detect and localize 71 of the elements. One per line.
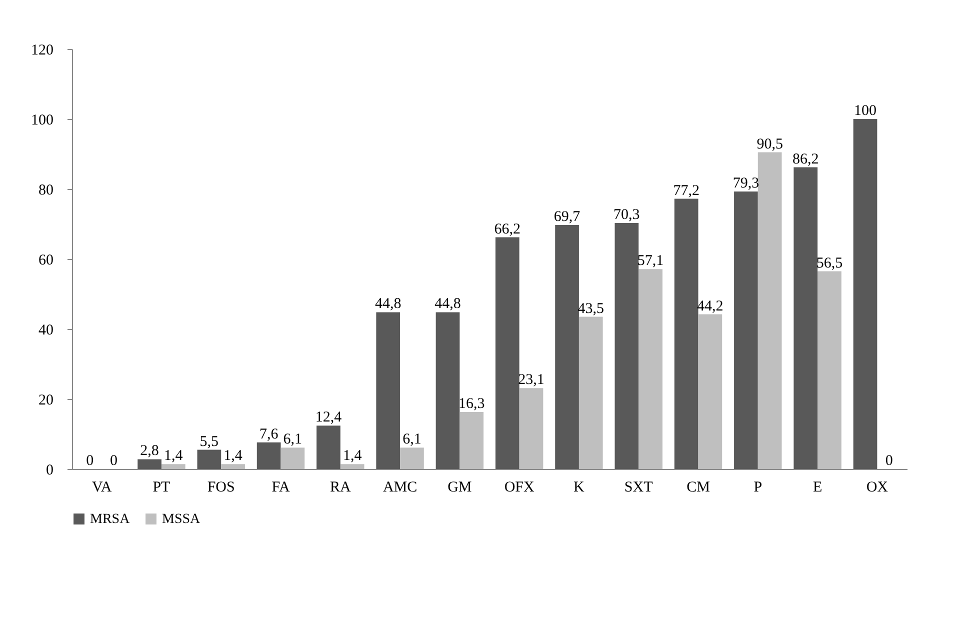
x-tick-label: RA [330, 480, 351, 496]
bar [555, 225, 579, 469]
data-label: 70,3 [614, 206, 640, 223]
data-label: 90,5 [756, 136, 783, 152]
y-tick-label: 80 [38, 182, 54, 198]
data-label: 7,6 [259, 426, 279, 442]
bar [578, 316, 603, 469]
bar [758, 152, 782, 469]
bar [436, 312, 460, 469]
bar [614, 222, 639, 469]
x-tick-label: K [574, 480, 585, 496]
data-label: 16,3 [458, 396, 485, 412]
data-label: 44,8 [434, 296, 461, 312]
bar [794, 167, 818, 469]
data-label: 1,4 [342, 448, 362, 464]
data-label: 6,1 [402, 432, 422, 448]
legend-label: MRSA [90, 512, 131, 527]
x-tick-label: P [754, 480, 762, 496]
x-tick-label: AMC [382, 480, 418, 496]
data-label: 0 [885, 453, 893, 469]
bar [161, 464, 186, 469]
data-label: 69,7 [554, 209, 581, 226]
x-tick-label: OFX [504, 480, 534, 496]
data-label: 86,2 [792, 151, 819, 168]
bar [197, 450, 222, 469]
data-label: 1,4 [164, 448, 184, 464]
bar [400, 448, 424, 469]
data-label: 12,4 [315, 410, 342, 426]
bar [698, 314, 722, 469]
bar [376, 312, 400, 469]
bar [221, 464, 245, 469]
y-tick-label: 120 [31, 42, 54, 58]
data-label: 5,5 [200, 434, 219, 450]
y-tick-label: 40 [38, 322, 54, 338]
y-tick-label: 60 [38, 252, 54, 268]
bar [280, 448, 305, 469]
x-tick-label: OX [866, 480, 888, 496]
bar [519, 388, 544, 469]
data-label: 1,4 [224, 448, 243, 464]
data-label: 79,3 [732, 175, 760, 192]
data-label: 0 [110, 453, 118, 469]
legend-label: MSSA [162, 512, 202, 527]
y-tick-label: 0 [46, 462, 54, 478]
data-label: 66,2 [494, 221, 521, 238]
bar [460, 412, 484, 469]
bar [818, 271, 842, 469]
x-tick-label: FOS [207, 480, 235, 496]
data-label: 6,1 [283, 432, 302, 448]
data-label: 77,2 [673, 182, 700, 199]
bar [256, 442, 281, 469]
bar [734, 191, 758, 469]
data-label: 2,8 [140, 443, 159, 460]
x-tick-label: PT [152, 480, 170, 496]
bar [638, 269, 662, 469]
bar [674, 198, 698, 469]
bar [495, 237, 520, 469]
bar [340, 464, 364, 469]
x-tick-label: FA [272, 480, 290, 496]
bar [853, 119, 878, 469]
data-label: 100 [854, 103, 876, 119]
x-tick-label: SXT [624, 480, 653, 496]
x-tick-label: CM [686, 480, 710, 496]
x-tick-label: VA [92, 480, 112, 496]
y-tick-label: 20 [38, 392, 54, 408]
y-tick-label: 100 [31, 112, 54, 128]
bar [316, 426, 340, 469]
bar [138, 459, 162, 469]
data-label: 44,8 [374, 296, 402, 312]
data-label: 0 [86, 453, 94, 469]
x-tick-label: E [812, 480, 822, 496]
x-tick-label: GM [448, 480, 472, 496]
